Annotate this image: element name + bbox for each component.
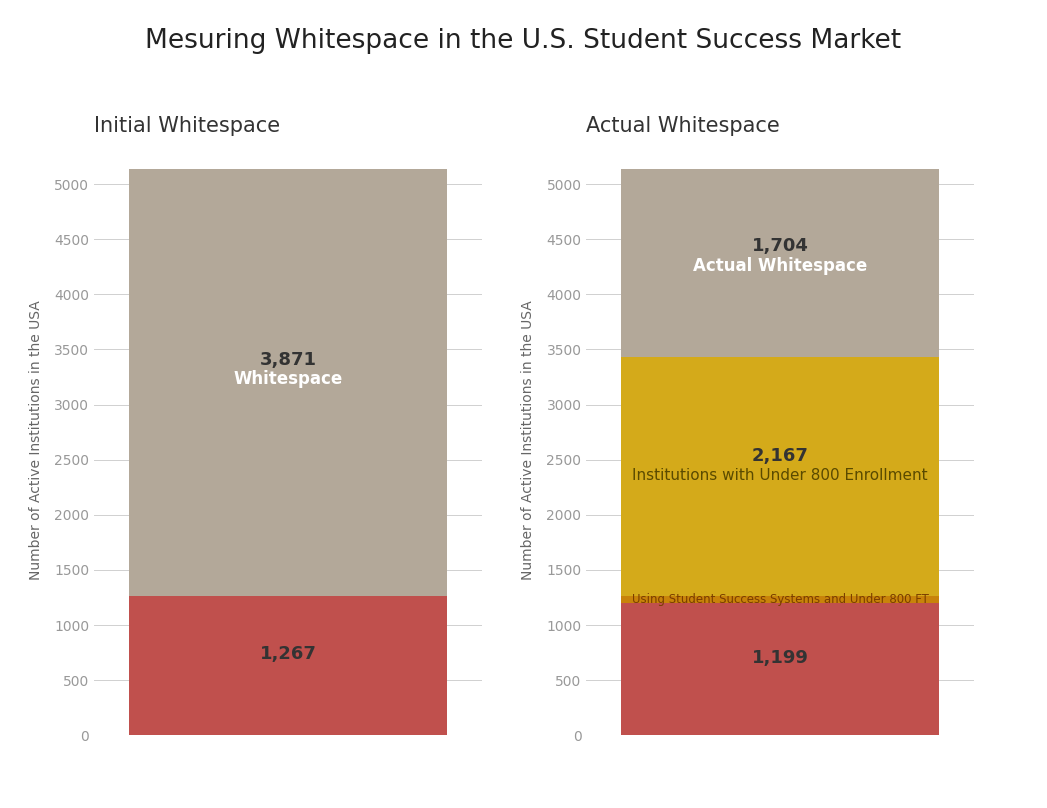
Y-axis label: Number of Active Institutions in the USA: Number of Active Institutions in the USA <box>521 301 535 580</box>
Text: Using Student Success
Systems: Using Student Success Systems <box>201 671 375 704</box>
Text: Actual Whitespace: Actual Whitespace <box>693 257 867 275</box>
Text: Using Student Success Systems and Under 800 FT: Using Student Success Systems and Under … <box>631 593 929 606</box>
Y-axis label: Number of Active Institutions in the USA: Number of Active Institutions in the USA <box>29 301 43 580</box>
Text: Mesuring Whitespace in the U.S. Student Success Market: Mesuring Whitespace in the U.S. Student … <box>146 28 901 54</box>
Text: Initial Whitespace: Initial Whitespace <box>94 116 281 136</box>
Text: 2,167: 2,167 <box>752 448 808 465</box>
Bar <box>621 603 939 735</box>
Text: Actual Whitespace: Actual Whitespace <box>586 116 780 136</box>
Text: 1,704: 1,704 <box>752 238 808 255</box>
Bar <box>129 169 447 595</box>
Text: 1,199: 1,199 <box>752 649 808 667</box>
Bar <box>621 356 939 595</box>
Bar <box>621 595 939 603</box>
Text: 3,871: 3,871 <box>260 351 316 369</box>
Text: 1,267: 1,267 <box>260 646 316 663</box>
Bar <box>129 595 447 735</box>
Text: Institutions with Under 800 Enrollment: Institutions with Under 800 Enrollment <box>632 468 928 482</box>
Text: Whitespace: Whitespace <box>233 370 342 388</box>
Bar <box>621 169 939 356</box>
Text: Using Student Success Systems: Using Student Success Systems <box>658 684 903 699</box>
